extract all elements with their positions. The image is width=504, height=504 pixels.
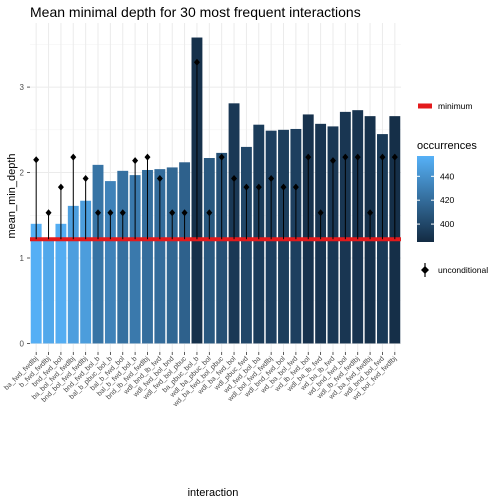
unconditional-point — [255, 183, 262, 191]
bar — [55, 223, 67, 344]
bar — [43, 239, 54, 344]
unconditional-point — [218, 153, 225, 161]
unconditional-point — [280, 183, 287, 191]
legend-unconditional: unconditional — [421, 263, 488, 277]
colorbar-tick-label: 440 — [440, 171, 454, 181]
unconditional-point — [144, 153, 151, 161]
unconditional-point — [231, 175, 238, 183]
unconditional-point — [367, 209, 374, 217]
colorbar-tick-label: 420 — [440, 195, 454, 205]
legend-occurrences: occurrences 400 420 440 — [417, 140, 477, 242]
bar — [80, 200, 92, 344]
unconditional-point — [70, 153, 77, 161]
bar — [154, 169, 166, 344]
unconditional-point — [119, 209, 126, 217]
x-axis-title: interaction — [188, 487, 239, 499]
unconditional-point — [33, 156, 40, 164]
unconditional-point — [95, 209, 102, 217]
points — [33, 58, 398, 240]
unconditional-point — [292, 183, 299, 191]
bar — [216, 152, 228, 344]
legend-occurrences-title: occurrences — [417, 140, 477, 152]
unconditional-point — [379, 153, 386, 161]
legend-colorbar — [417, 156, 434, 242]
y-tick-label: 2 — [20, 169, 25, 178]
unconditional-point — [82, 175, 89, 183]
legend-unconditional-marker — [421, 266, 429, 274]
bar — [203, 158, 215, 344]
legend-minimum: minimum — [418, 101, 472, 111]
unconditional-point — [181, 209, 188, 217]
unconditional-point — [305, 153, 312, 161]
chart-title: Mean minimal depth for 30 most frequent … — [30, 4, 361, 20]
unconditional-point — [268, 175, 275, 183]
bar — [166, 167, 178, 344]
unconditional-point — [243, 183, 250, 191]
panel-background — [30, 23, 401, 352]
y-tick-label: 3 — [20, 83, 25, 92]
bar — [67, 205, 79, 344]
unconditional-point — [169, 209, 176, 217]
unconditional-point — [391, 153, 398, 161]
unconditional-point — [206, 209, 213, 217]
legend-colorbar-ticks: 400 420 440 — [417, 171, 454, 229]
x-axis: ba_fwd_fwdlbjb_fwd_fwdlbjbnd_fwd_bolba_b… — [3, 352, 399, 409]
unconditional-point — [132, 157, 139, 165]
bar — [142, 169, 153, 344]
unconditional-point — [156, 175, 163, 183]
unconditional-point — [354, 153, 361, 161]
unconditional-point — [45, 209, 52, 217]
bar — [179, 162, 191, 344]
colorbar-tick-label: 400 — [440, 219, 454, 229]
unconditional-point — [57, 183, 64, 191]
bar — [104, 181, 116, 344]
unconditional-point — [107, 209, 114, 217]
legend-minimum-label: minimum — [438, 101, 472, 111]
bar — [117, 170, 129, 344]
y-tick-label: 0 — [20, 339, 25, 348]
bar — [240, 146, 252, 344]
y-axis: 0 1 2 3 — [20, 83, 30, 348]
unconditional-point — [317, 209, 324, 217]
bar — [30, 223, 42, 344]
y-axis-title: mean_min_depth — [6, 153, 18, 238]
unconditional-point — [342, 153, 349, 161]
unconditional-point — [193, 58, 200, 66]
legend-unconditional-label: unconditional — [438, 265, 488, 275]
bar — [129, 175, 141, 344]
bar — [92, 164, 104, 344]
unconditional-point — [329, 157, 336, 165]
y-tick-label: 1 — [20, 254, 25, 263]
